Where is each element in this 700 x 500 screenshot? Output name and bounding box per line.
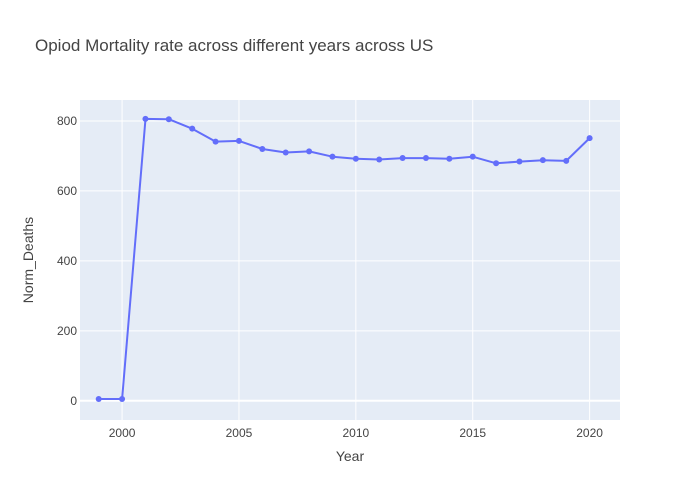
x-tick-label: 2000 xyxy=(109,426,136,440)
y-tick-labels: 0 200 400 600 800 xyxy=(57,114,77,408)
x-tick-label: 2010 xyxy=(342,426,369,440)
data-point xyxy=(399,155,406,162)
x-tick-label: 2015 xyxy=(459,426,486,440)
data-points xyxy=(95,115,593,403)
data-point xyxy=(95,396,102,403)
y-tick-label: 400 xyxy=(57,254,77,268)
data-point xyxy=(306,148,313,155)
y-axis-title: Norm_Deaths xyxy=(20,217,36,303)
data-point xyxy=(422,155,429,162)
plot-area xyxy=(80,100,620,420)
data-point xyxy=(329,153,336,160)
data-point xyxy=(586,135,593,142)
chart-title: Opiod Mortality rate across different ye… xyxy=(35,36,433,55)
x-tick-label: 2020 xyxy=(576,426,603,440)
y-tick-label: 200 xyxy=(57,324,77,338)
data-point xyxy=(469,153,476,160)
data-point xyxy=(259,145,266,152)
data-point xyxy=(376,156,383,163)
data-point xyxy=(189,125,196,132)
series-line xyxy=(98,117,591,400)
data-point xyxy=(235,137,242,144)
x-gridlines xyxy=(121,100,591,420)
data-point xyxy=(446,155,453,162)
data-point xyxy=(352,155,359,162)
x-tick-label: 2005 xyxy=(226,426,253,440)
data-point xyxy=(142,115,149,122)
data-point xyxy=(282,149,289,156)
data-point xyxy=(212,138,219,145)
y-tick-label: 600 xyxy=(57,184,77,198)
data-point xyxy=(563,157,570,164)
data-point xyxy=(516,158,523,165)
data-point xyxy=(539,157,546,164)
x-axis-title: Year xyxy=(336,448,365,464)
data-point xyxy=(119,396,126,403)
y-tick-label: 800 xyxy=(57,114,77,128)
y-tick-label: 0 xyxy=(70,394,77,408)
data-point xyxy=(165,116,172,123)
data-point xyxy=(493,160,500,167)
x-tick-labels: 2000 2005 2010 2015 2020 xyxy=(109,426,604,440)
